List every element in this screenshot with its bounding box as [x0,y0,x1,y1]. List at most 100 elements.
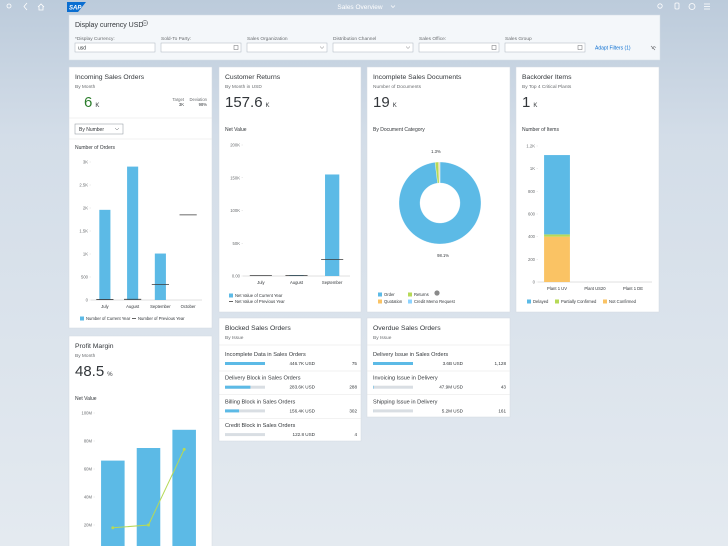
filter-bar [68,14,661,61]
count: 302 [349,408,357,413]
filter-input[interactable] [418,42,500,53]
kpi-value: 6 [84,94,92,111]
dropdown-icon[interactable] [114,127,120,131]
filter-label: Sales Organization [247,36,288,42]
kpi-unit: K [393,103,397,109]
card[interactable] [68,66,213,329]
value-help-icon[interactable] [233,45,239,50]
filter-input[interactable] [74,42,156,53]
card-title[interactable]: Overdue Sales Orders [373,325,441,332]
row-label[interactable]: Delivery Block in Sales Orders [225,376,301,382]
value-help-icon[interactable] [491,45,497,50]
filter-input[interactable] [160,42,242,53]
collapse-icon[interactable] [142,20,148,26]
bar[interactable] [325,174,340,276]
legend-label[interactable]: Delayed [533,299,549,304]
row-label[interactable]: Invoicing Issue in Delivery [373,376,438,382]
card-title[interactable]: Blocked Sales Orders [225,325,291,332]
search-button[interactable] [657,3,663,9]
y-tick-label: 1.5K [79,229,88,234]
target-value: 3K [179,102,184,107]
row-label[interactable]: Billing Block in Sales Orders [225,399,295,405]
legend-label[interactable]: Partially Confirmed [561,299,597,304]
card-title[interactable]: Incoming Sales Orders [75,74,145,81]
menu-button[interactable] [704,3,710,10]
bar[interactable] [99,209,111,300]
filter-input[interactable] [246,42,328,53]
home-button[interactable] [37,3,45,11]
value-help-icon[interactable] [577,45,583,50]
line-point[interactable] [111,526,115,530]
bar [373,362,413,365]
card-title[interactable]: Profit Margin [75,343,114,350]
y-tick-label: 0.00 [232,274,241,279]
x-tick-label: Plant US20 [584,286,606,291]
title-chevron[interactable] [390,5,396,8]
legend-label[interactable]: Credit Memo Request [414,299,456,304]
notes-button[interactable] [674,2,680,10]
back-button[interactable] [23,2,28,11]
bar[interactable] [544,236,570,282]
data-label: 1.3% [431,149,441,154]
legend-label[interactable]: Net Value of Previous Year [235,299,285,304]
logo[interactable]: SAP [69,6,82,12]
donut-slice[interactable] [439,161,441,184]
filter-input[interactable] [332,42,414,53]
card[interactable] [515,66,660,313]
bar[interactable] [127,166,139,300]
user-icon[interactable] [6,3,12,9]
legend-label[interactable]: Returns [414,292,429,297]
card-subtitle: Number of Documents [373,84,422,90]
deviation-label: Deviation [190,97,208,102]
card[interactable] [366,66,511,313]
legend-label[interactable]: Number of Current Year [86,316,131,321]
card-subtitle: By Month [75,353,96,359]
legend-label[interactable]: Quotation [384,299,403,304]
card[interactable] [366,317,511,418]
bar[interactable] [136,448,161,546]
legend-label[interactable]: Number of Previous Year [138,316,185,321]
legend-label[interactable]: Net Value of Current Year [235,293,283,298]
legend-more[interactable] [434,290,440,296]
card[interactable] [218,317,362,442]
bar-track [225,409,265,413]
pin-icon[interactable] [650,45,657,51]
help-button[interactable] [688,3,696,10]
bar[interactable] [154,253,166,300]
line-point[interactable] [147,523,150,527]
dropdown-value[interactable]: By Number [79,127,104,133]
logo-shape[interactable] [67,2,86,12]
filter-input[interactable] [504,42,586,53]
adapt-filters[interactable]: Adapt Filters (1) [595,46,631,52]
filter-bar-title: Display currency USD [75,22,143,29]
bar[interactable] [172,429,196,546]
row-label[interactable]: Delivery Issue in Sales Orders [373,352,448,358]
bar-track [225,433,265,437]
row-label[interactable]: Credit Block in Sales Orders [225,423,295,429]
card-subtitle: By Top 4 Critical Plants [522,84,572,90]
card-subtitle: By Month in USD [225,84,262,90]
deviation-value: 98% [199,102,208,107]
line-point[interactable] [182,447,186,451]
row-label[interactable]: Incomplete Data in Sales Orders [225,352,306,358]
card-title[interactable]: Customer Returns [225,74,281,81]
dropdown-icon[interactable] [405,46,411,49]
row-label[interactable]: Shipping Issue in Delivery [373,399,438,405]
bar[interactable] [544,155,570,235]
card-title[interactable]: Incomplete Sales Documents [373,74,462,81]
legend-label[interactable]: Order [384,292,395,297]
legend-symbol [527,299,531,304]
dropdown[interactable] [74,123,124,135]
bar[interactable] [101,460,125,546]
kpi-unit: % [107,372,113,378]
y-tick-label: 150K [230,175,240,180]
legend-label[interactable]: Not Confirmed [609,299,637,304]
bar[interactable] [544,234,570,237]
app-title[interactable]: Sales Overview [337,4,382,11]
card-title[interactable]: Backorder Items [522,74,572,81]
y-tick-label: 400 [528,234,536,239]
dropdown-icon[interactable] [319,46,325,49]
amount-label: 156.4K USD [289,408,315,413]
amount-label: 283.6K USD [289,385,315,390]
